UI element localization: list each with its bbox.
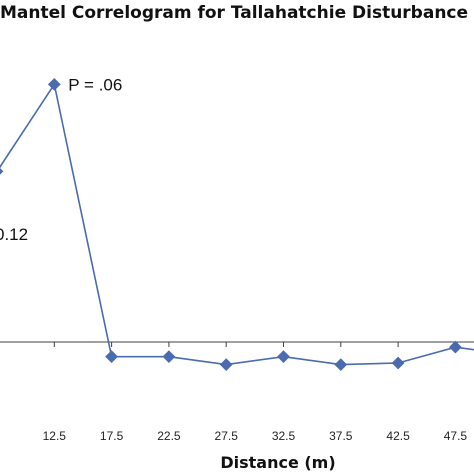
data-point-marker bbox=[449, 340, 462, 354]
x-tick-label: 22.5 bbox=[157, 429, 181, 443]
series-line bbox=[0, 82, 474, 366]
data-point-marker bbox=[277, 350, 290, 364]
annotations: P = .06 0.12 bbox=[0, 75, 122, 244]
annotation-label: 0.12 bbox=[0, 225, 28, 244]
series-markers bbox=[0, 77, 462, 371]
data-point-marker bbox=[47, 77, 61, 91]
x-tick-label: 27.5 bbox=[215, 429, 239, 443]
chart-title: Mantel Correlogram for Tallahatchie Dist… bbox=[0, 3, 468, 23]
data-point-marker bbox=[391, 356, 405, 370]
data-point-marker bbox=[334, 358, 348, 371]
data-point-marker bbox=[105, 350, 118, 364]
x-tick-label: 17.5 bbox=[100, 429, 124, 443]
data-point-marker bbox=[219, 358, 233, 371]
data-point-marker bbox=[0, 165, 4, 178]
x-tick-label: 47.5 bbox=[444, 429, 468, 443]
x-axis-label: Distance (m) bbox=[220, 453, 335, 472]
x-tick-label: 42.5 bbox=[386, 429, 410, 443]
x-tick-label: 12.5 bbox=[43, 429, 67, 443]
x-tick-label: 32.5 bbox=[272, 429, 296, 443]
x-ticks bbox=[53, 342, 456, 347]
x-tick-label: 37.5 bbox=[329, 429, 353, 443]
data-point-marker bbox=[162, 350, 176, 364]
annotation-label: P = .06 bbox=[68, 75, 122, 94]
x-tick-labels: 12.517.522.527.532.537.542.547.552.5 bbox=[43, 429, 468, 443]
